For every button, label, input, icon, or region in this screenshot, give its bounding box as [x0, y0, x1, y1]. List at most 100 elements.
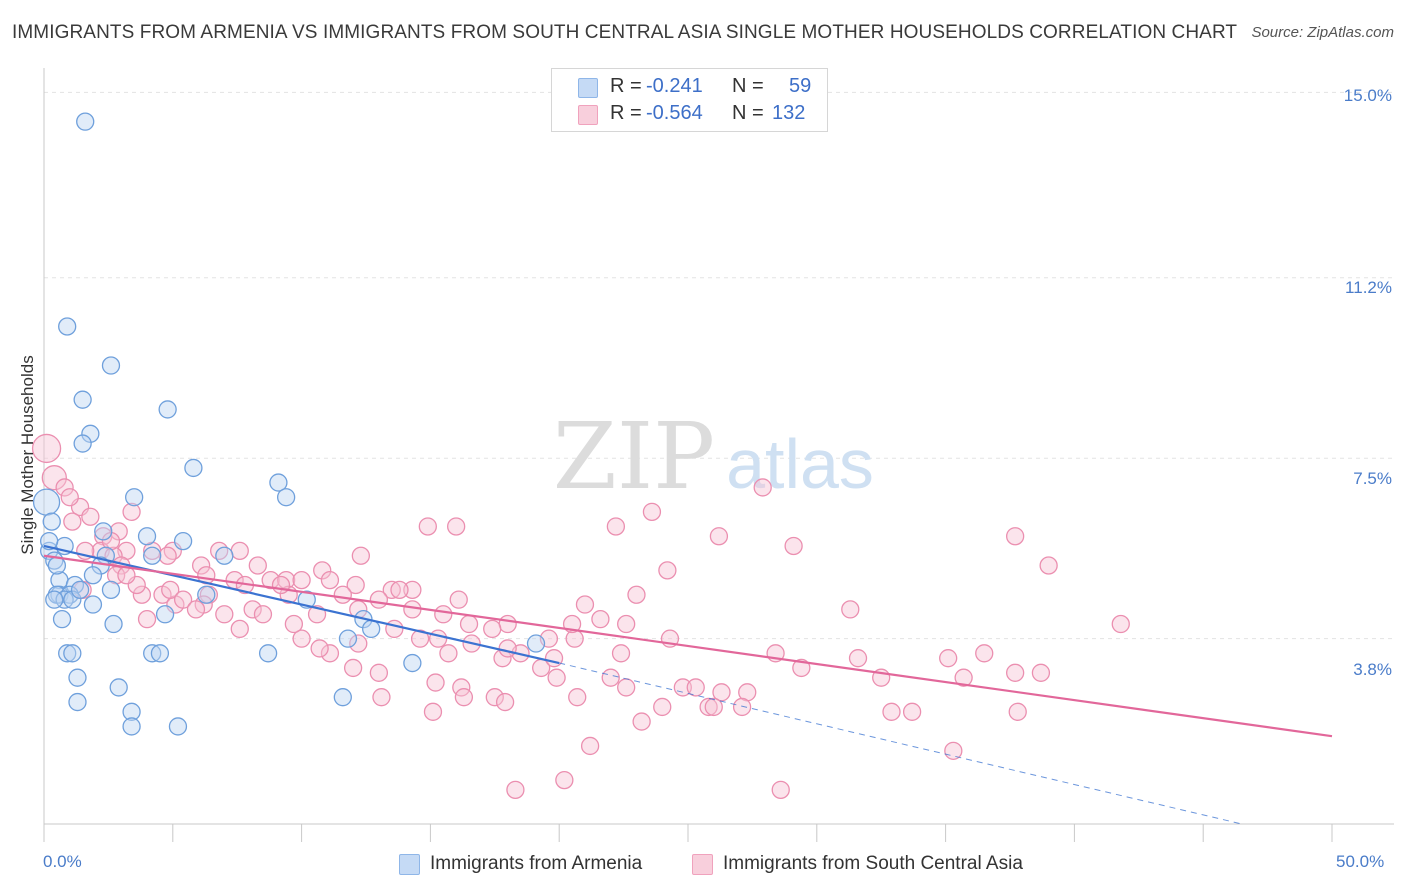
- y-tick-label: 7.5%: [1353, 469, 1392, 488]
- data-point-south-central-asia: [459, 614, 479, 634]
- data-point-armenia: [338, 629, 358, 648]
- data-point-south-central-asia: [485, 688, 504, 707]
- data-point-south-central-asia: [653, 697, 672, 717]
- data-point-south-central-asia: [410, 629, 430, 648]
- data-point-south-central-asia: [369, 590, 389, 609]
- data-point-south-central-asia: [31, 433, 62, 464]
- data-point-armenia: [73, 390, 92, 409]
- data-point-south-central-asia: [506, 780, 525, 800]
- legend-swatch-pink: [578, 105, 598, 125]
- data-point-south-central-asia: [117, 566, 136, 585]
- data-point-south-central-asia: [975, 644, 994, 663]
- data-point-south-central-asia: [784, 536, 803, 556]
- legend-swatch-armenia: [399, 854, 420, 875]
- y-axis-label: Single Mother Households: [18, 355, 37, 555]
- series-south-central-asia-points: [31, 433, 1130, 800]
- data-point-south-central-asia: [369, 663, 389, 682]
- data-point-south-central-asia: [753, 478, 772, 497]
- legend-r-label: R =: [610, 75, 642, 97]
- data-point-armenia: [83, 566, 103, 585]
- data-point-south-central-asia: [617, 614, 636, 634]
- y-tick-label: 11.2%: [1345, 278, 1392, 297]
- legend-n-value: 132: [772, 102, 806, 124]
- data-point-armenia: [150, 644, 170, 663]
- data-point-south-central-asia: [372, 688, 391, 707]
- legend-label-armenia: Immigrants from Armenia: [430, 853, 643, 874]
- data-point-south-central-asia: [1039, 556, 1058, 575]
- data-point-armenia: [68, 692, 87, 712]
- data-point-south-central-asia: [568, 688, 587, 707]
- data-point-south-central-asia: [41, 465, 67, 491]
- data-point-armenia: [269, 473, 288, 492]
- data-point-south-central-asia: [848, 649, 868, 668]
- trend-lines: [43, 544, 1333, 825]
- data-point-south-central-asia: [284, 614, 304, 634]
- data-point-south-central-asia: [439, 644, 458, 663]
- data-point-armenia: [55, 590, 74, 609]
- data-point-armenia: [70, 580, 90, 600]
- data-point-armenia: [173, 531, 193, 551]
- data-point-armenia: [526, 634, 546, 653]
- data-point-south-central-asia: [954, 668, 973, 687]
- data-point-south-central-asia: [230, 541, 249, 561]
- data-point-south-central-asia: [771, 780, 790, 800]
- data-point-south-central-asia: [210, 541, 229, 561]
- data-point-south-central-asia: [346, 575, 365, 595]
- data-point-armenia: [65, 575, 85, 595]
- data-point-south-central-asia: [186, 600, 206, 619]
- legend-row-south-central-asia: R = -0.564 N = 132: [552, 100, 827, 128]
- data-point-south-central-asia: [333, 585, 352, 604]
- data-point-armenia: [158, 400, 177, 419]
- data-point-armenia: [81, 424, 100, 443]
- legend-r-value: -0.564: [646, 102, 703, 124]
- data-point-south-central-asia: [547, 668, 566, 687]
- data-point-south-central-asia: [434, 605, 453, 624]
- watermark-zip: ZIP: [553, 403, 715, 510]
- data-point-armenia: [52, 609, 72, 629]
- data-point-armenia: [63, 590, 82, 609]
- data-point-south-central-asia: [699, 697, 718, 717]
- data-point-armenia: [143, 644, 162, 663]
- series-armenia-points: [32, 112, 546, 736]
- data-point-south-central-asia: [642, 502, 662, 521]
- x-tick-label-max: 50.0%: [1336, 852, 1385, 871]
- data-point-south-central-asia: [81, 507, 100, 526]
- data-point-south-central-asia: [580, 736, 600, 756]
- data-point-armenia: [215, 546, 234, 565]
- data-point-armenia: [58, 317, 77, 336]
- data-point-armenia: [362, 619, 381, 639]
- data-point-south-central-asia: [343, 658, 363, 678]
- data-point-armenia: [109, 678, 128, 697]
- data-point-south-central-asia: [385, 619, 404, 639]
- data-point-south-central-asia: [1008, 702, 1027, 721]
- data-point-south-central-asia: [55, 478, 74, 497]
- legend-n-label: N =: [732, 75, 764, 97]
- data-point-south-central-asia: [349, 634, 368, 653]
- data-point-south-central-asia: [544, 649, 564, 668]
- data-point-south-central-asia: [841, 600, 860, 619]
- x-tick-label-min: 0.0%: [43, 852, 82, 871]
- data-point-armenia: [168, 717, 188, 736]
- data-point-armenia: [104, 614, 123, 634]
- data-point-south-central-asia: [792, 658, 811, 678]
- data-point-south-central-asia: [575, 595, 595, 614]
- data-point-south-central-asia: [403, 600, 422, 619]
- data-point-south-central-asia: [449, 590, 468, 609]
- data-point-armenia: [63, 644, 82, 663]
- data-point-armenia: [184, 458, 203, 478]
- data-point-south-central-asia: [447, 517, 466, 536]
- data-point-south-central-asia: [243, 600, 262, 619]
- data-point-armenia: [197, 585, 216, 604]
- data-point-south-central-asia: [320, 644, 340, 663]
- data-point-south-central-asia: [704, 697, 723, 717]
- data-point-south-central-asia: [253, 605, 273, 624]
- data-point-armenia: [101, 580, 121, 600]
- data-point-armenia: [403, 653, 422, 673]
- data-point-armenia: [42, 512, 61, 531]
- legend-n-value: 59: [789, 75, 812, 97]
- data-point-south-central-asia: [310, 639, 329, 658]
- watermark-atlas: atlas: [726, 425, 874, 503]
- data-point-armenia: [258, 644, 278, 663]
- data-point-south-central-asia: [939, 649, 958, 668]
